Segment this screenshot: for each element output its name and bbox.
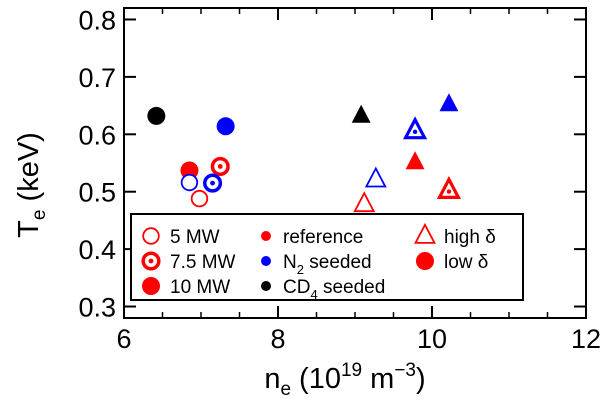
legend-label-4: N2 seeded <box>283 252 372 277</box>
legend-marker-5 <box>261 281 271 291</box>
legend-marker-3 <box>261 231 271 241</box>
legend-label-2: 10 MW <box>170 277 230 298</box>
x-tick-label: 12 <box>571 324 601 354</box>
data-point-circle-1 <box>180 161 199 180</box>
legend-box <box>130 213 524 301</box>
data-point-triangle-10 <box>402 116 428 140</box>
y-tick-label: 0.8 <box>78 5 116 35</box>
legend-label-1: 7.5 MW <box>170 252 236 273</box>
x-tick-label: 6 <box>116 324 131 354</box>
data-point-triangle-7 <box>351 104 371 123</box>
data-point-circle-0 <box>147 106 166 125</box>
legend-marker-0 <box>142 227 160 245</box>
data-point-circle-6 <box>216 117 235 136</box>
legend-marker-2 <box>142 277 160 295</box>
x-axis-label: ne (1019 m−3) <box>264 360 425 399</box>
y-tick-label: 0.4 <box>78 235 116 265</box>
y-tick-label: 0.7 <box>78 63 116 93</box>
y-tick-label: 0.6 <box>78 120 116 150</box>
data-point-circle-5 <box>203 173 223 193</box>
data-point-triangle-8 <box>353 191 376 213</box>
legend-label-0: 5 MW <box>170 227 220 248</box>
y-tick-label: 0.3 <box>78 293 116 323</box>
x-tick-label: 10 <box>417 324 447 354</box>
legend-marker-7 <box>416 252 434 270</box>
legend-label-3: reference <box>283 227 363 248</box>
legend-marker-1 <box>141 251 161 271</box>
data-point-circle-2 <box>210 156 230 176</box>
data-point-circle-3 <box>180 173 199 192</box>
x-tick-label: 8 <box>270 324 285 354</box>
data-point-triangle-13 <box>439 93 459 112</box>
data-point-circle-4 <box>190 189 209 208</box>
data-markers <box>147 93 462 213</box>
legend-label-5: CD4 seeded <box>283 277 385 302</box>
y-tick-label: 0.5 <box>78 178 116 208</box>
y-axis-label: Te (keV) <box>13 132 50 238</box>
axis-ticks: 6 8 10 12 0.3 0.4 0.5 0.6 0.7 0.8 <box>78 5 601 354</box>
legend-label-7: low δ <box>444 252 488 273</box>
data-point-triangle-9 <box>364 166 387 188</box>
legend-marker-6 <box>414 222 436 244</box>
data-point-triangle-11 <box>405 151 425 170</box>
legend-label-6: high δ <box>444 227 496 248</box>
data-point-triangle-12 <box>436 175 462 199</box>
legend-marker-4 <box>261 256 271 266</box>
